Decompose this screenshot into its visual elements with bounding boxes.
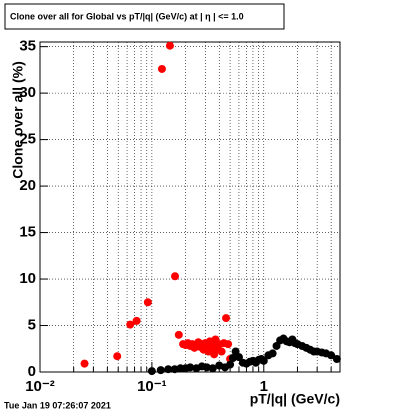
marker — [126, 320, 135, 329]
y-tick-label: 0 — [28, 363, 36, 380]
y-axis-label: Clone over all (%) — [10, 61, 26, 178]
marker — [228, 354, 237, 363]
x-axis-label: pT/|q| (GeV/c) — [250, 391, 340, 407]
marker — [226, 360, 235, 369]
x-tick-label: 10⁻² — [25, 378, 55, 395]
marker — [202, 363, 211, 372]
marker — [132, 316, 141, 325]
x-tick-label: 10⁻¹ — [137, 378, 167, 395]
chart-title: Clone over all for Global vs pT/|q| (GeV… — [10, 11, 244, 21]
y-tick-label: 10 — [19, 270, 36, 287]
marker — [143, 298, 152, 307]
y-tick-label: 35 — [19, 38, 36, 55]
marker — [165, 41, 174, 50]
marker — [171, 272, 180, 281]
marker — [156, 366, 165, 375]
marker — [259, 356, 268, 365]
marker — [268, 349, 277, 358]
marker — [147, 367, 156, 376]
marker — [332, 354, 341, 363]
marker — [217, 347, 226, 356]
x-tick-label: 1 — [260, 378, 268, 395]
marker — [234, 353, 243, 362]
marker — [186, 363, 195, 372]
marker — [157, 64, 166, 73]
marker — [164, 365, 173, 374]
marker — [327, 351, 336, 360]
y-tick-label: 5 — [28, 316, 36, 333]
marker — [80, 359, 89, 368]
marker — [113, 352, 122, 361]
footer-date: Tue Jan 19 07:26:07 2021 — [4, 400, 111, 410]
marker — [222, 314, 231, 323]
marker — [224, 340, 233, 349]
marker — [208, 364, 217, 373]
marker — [210, 350, 219, 359]
title-box — [4, 3, 285, 30]
y-tick-label: 30 — [19, 84, 36, 101]
plot-frame — [39, 41, 341, 373]
y-tick-label: 20 — [19, 177, 36, 194]
y-tick-label: 25 — [19, 131, 36, 148]
y-tick-label: 15 — [19, 224, 36, 241]
marker — [174, 330, 183, 339]
